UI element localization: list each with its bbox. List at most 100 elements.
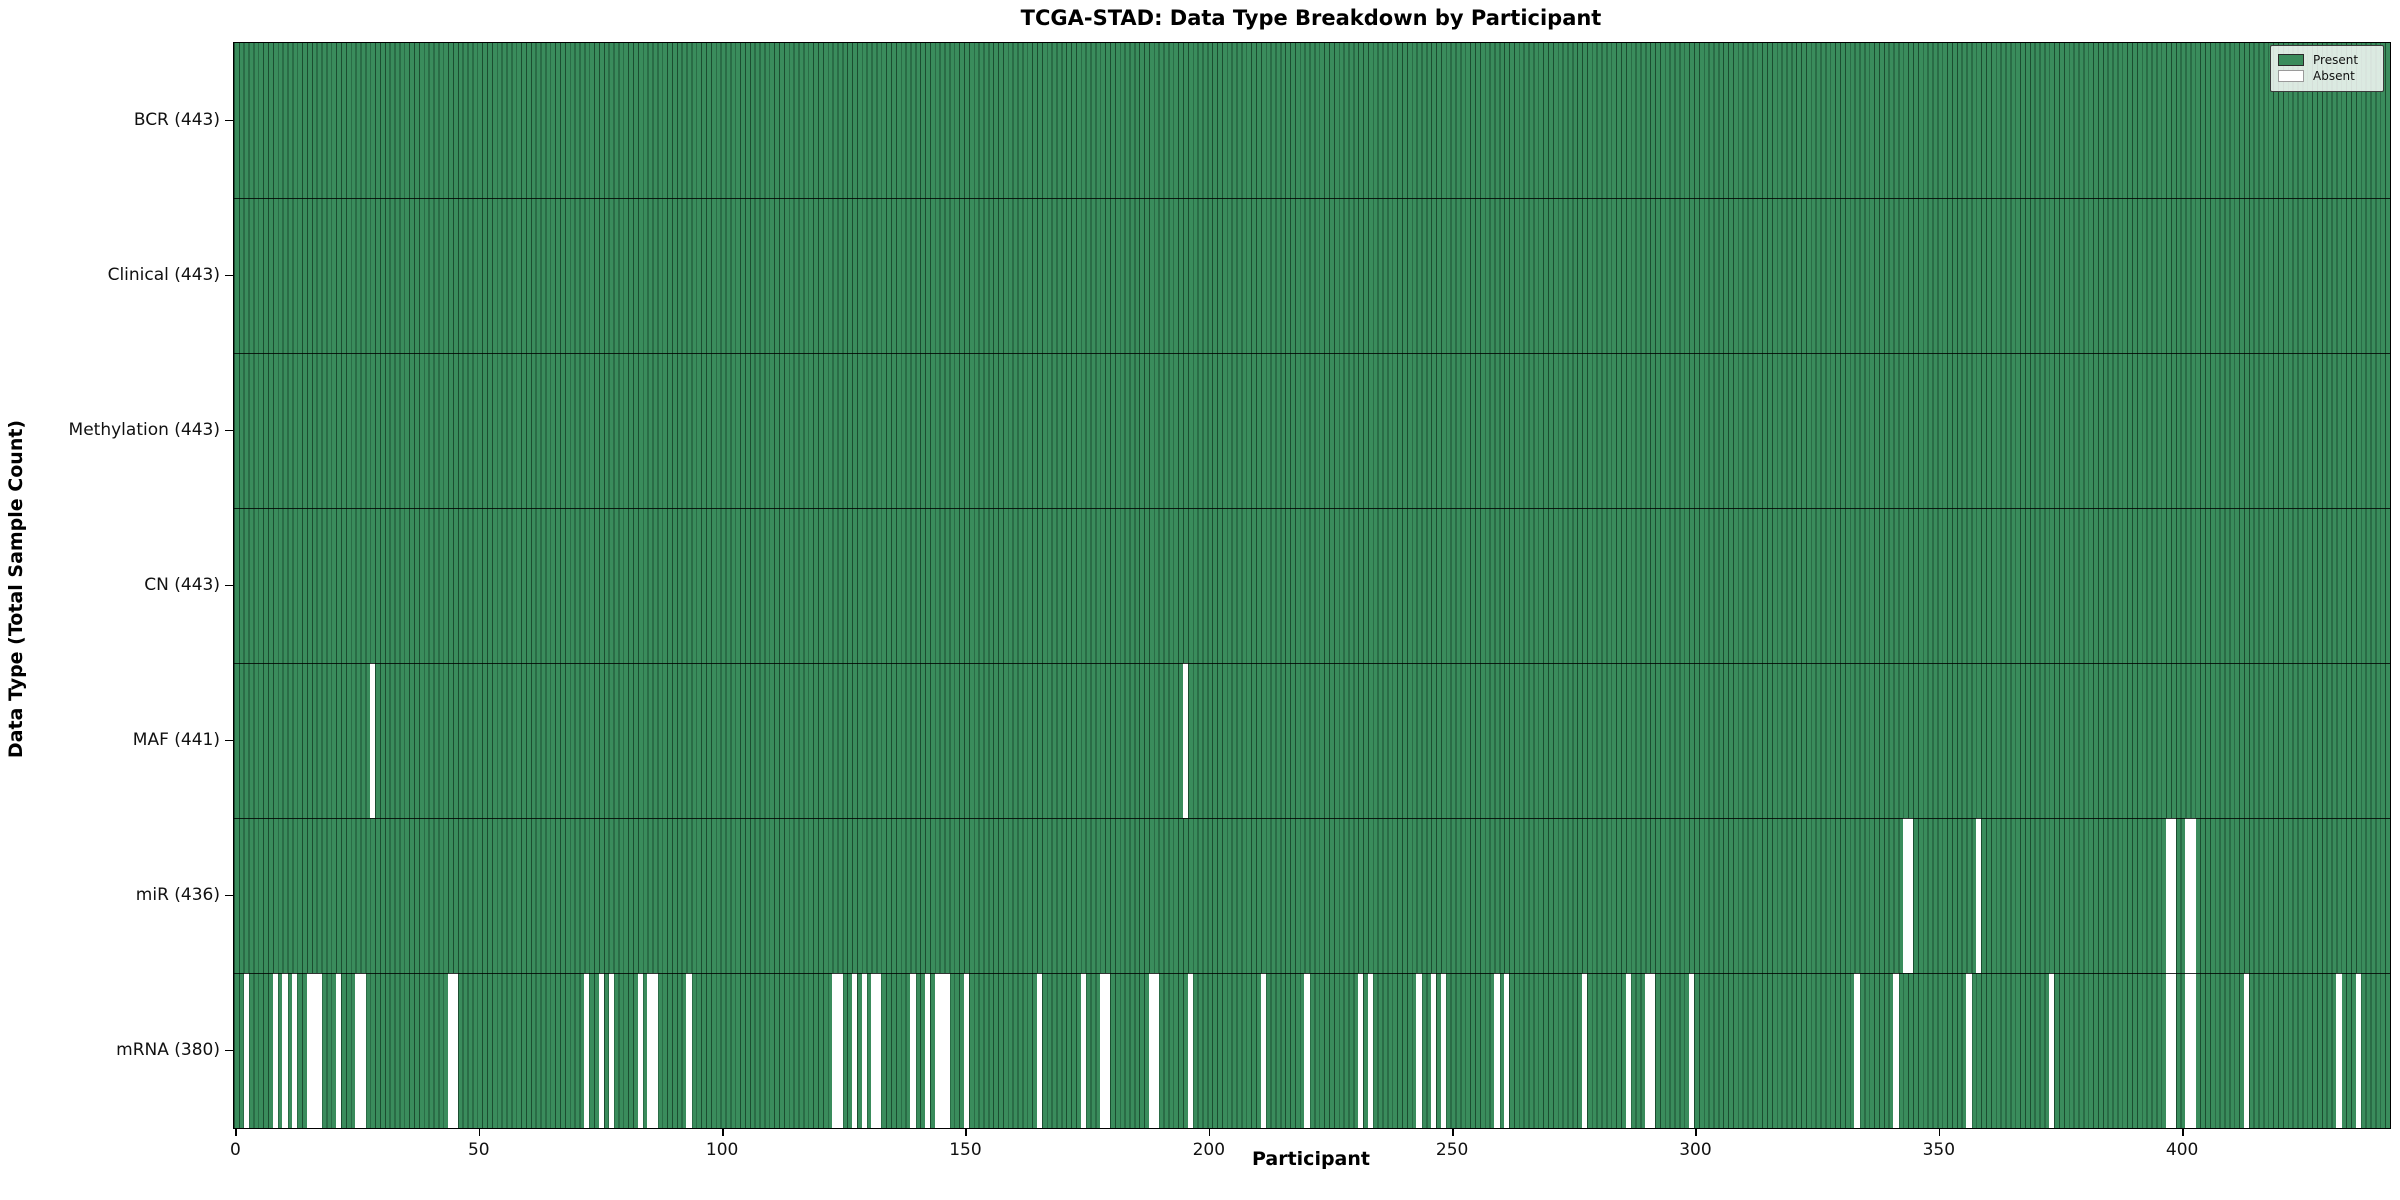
x-tick-label-150: 150 (949, 1140, 982, 1160)
x-tick-mark (965, 1128, 967, 1136)
absent-bar (243, 973, 249, 1128)
absent-bar (598, 973, 605, 1128)
absent-bar (360, 973, 366, 1128)
absent-bar (584, 973, 590, 1128)
absent-bar (910, 973, 916, 1128)
row-boundary-line (234, 508, 2390, 509)
plot-area (233, 42, 2391, 1129)
absent-bar (1966, 973, 1972, 1128)
heatmap-row-Clinical (234, 198, 2390, 353)
x-tick-mark (1452, 1128, 1454, 1136)
absent-bar (1153, 973, 1159, 1128)
x-tick-mark (1938, 1128, 1941, 1136)
legend-present-label: Present (2313, 53, 2359, 67)
absent-bar (608, 973, 614, 1128)
absent-bar (1260, 973, 1266, 1128)
heatmap-row-Methylation (234, 353, 2390, 508)
heatmap-row-miR (234, 818, 2390, 973)
absent-bar (871, 973, 877, 1128)
absent-bar (2165, 818, 2172, 973)
absent-bar (1431, 973, 1437, 1128)
x-tick-mark (722, 1128, 724, 1136)
y-tick-mark (225, 1049, 233, 1051)
absent-bar (1504, 973, 1510, 1128)
y-tick-label-CN: CN (443) (144, 574, 220, 595)
y-tick-label-MAF: MAF (441) (132, 729, 220, 750)
y-tick-mark (225, 584, 233, 586)
legend: Present Absent (2270, 45, 2384, 92)
chart-title: TCGA-STAD: Data Type Breakdown by Partic… (1020, 6, 1602, 30)
row-boundary-line (234, 198, 2390, 199)
y-tick-label-Methylation: Methylation (443) (68, 419, 220, 440)
y-tick-label-mRNA: mRNA (380) (116, 1039, 220, 1060)
absent-bar (2165, 973, 2172, 1128)
present-swatch-icon (2278, 54, 2304, 66)
heatmap-row-MAF (234, 663, 2390, 818)
y-tick-label-BCR: BCR (443) (133, 109, 220, 130)
heatmap-row-CN (234, 508, 2390, 663)
absent-bar (2185, 973, 2191, 1128)
absent-bar (452, 973, 459, 1128)
absent-bar (1182, 663, 1189, 818)
row-boundary-line (234, 973, 2390, 974)
absent-bar (939, 973, 945, 1128)
absent-bar (336, 973, 342, 1128)
absent-bar (1440, 973, 1447, 1128)
absent-bar (1416, 973, 1422, 1128)
absent-bar (851, 973, 858, 1128)
absent-bar (282, 973, 288, 1128)
y-tick-mark (225, 119, 233, 121)
absent-bar (1976, 818, 1982, 973)
row-boundary-line (234, 663, 2390, 664)
absent-bar (2243, 973, 2250, 1128)
y-tick-mark (225, 274, 233, 276)
x-tick-mark (235, 1128, 237, 1136)
absent-bar (861, 973, 867, 1128)
absent-bar (1036, 973, 1043, 1128)
x-tick-label-300: 300 (1679, 1140, 1712, 1160)
absent-bar (1650, 973, 1656, 1128)
absent-bar (2170, 818, 2177, 973)
absent-bar (1104, 973, 1111, 1128)
heatmap-row-BCR (234, 43, 2390, 198)
absent-bar (447, 973, 454, 1128)
x-tick-label-0: 0 (230, 1140, 241, 1160)
absent-bar (1304, 973, 1310, 1128)
absent-bar (652, 973, 658, 1128)
absent-bar (876, 973, 882, 1128)
x-tick-mark (1208, 1128, 1211, 1136)
absent-bar (1358, 973, 1364, 1128)
legend-entry-present: Present (2278, 53, 2376, 67)
x-tick-mark (478, 1128, 481, 1136)
absent-swatch-icon (2278, 70, 2304, 82)
absent-bar (924, 973, 931, 1128)
absent-bar (1893, 973, 1899, 1128)
row-boundary-line (234, 353, 2390, 354)
absent-bar (1187, 973, 1193, 1128)
x-tick-label-400: 400 (2165, 1140, 2199, 1160)
absent-bar (1645, 973, 1651, 1128)
absent-bar (1907, 818, 1914, 973)
absent-bar (686, 973, 692, 1128)
absent-bar (934, 973, 940, 1128)
y-tick-mark (225, 429, 233, 431)
absent-bar (1148, 973, 1155, 1128)
absent-bar (292, 973, 298, 1128)
absent-bar (272, 973, 278, 1128)
legend-absent-label: Absent (2313, 69, 2355, 83)
absent-bar (1625, 973, 1631, 1128)
absent-bar (2190, 818, 2196, 973)
absent-bar (1367, 973, 1374, 1128)
row-boundary-line (234, 818, 2390, 819)
y-tick-label-miR: miR (436) (135, 884, 220, 905)
legend-entry-absent: Absent (2278, 69, 2376, 83)
absent-bar (1854, 973, 1860, 1128)
y-tick-mark (225, 739, 233, 741)
absent-bar (1100, 973, 1106, 1128)
absent-bar (637, 973, 643, 1128)
absent-bar (2190, 973, 2196, 1128)
absent-bar (944, 973, 950, 1128)
absent-bar (2170, 973, 2177, 1128)
x-axis-label: Participant (1251, 1148, 1370, 1170)
